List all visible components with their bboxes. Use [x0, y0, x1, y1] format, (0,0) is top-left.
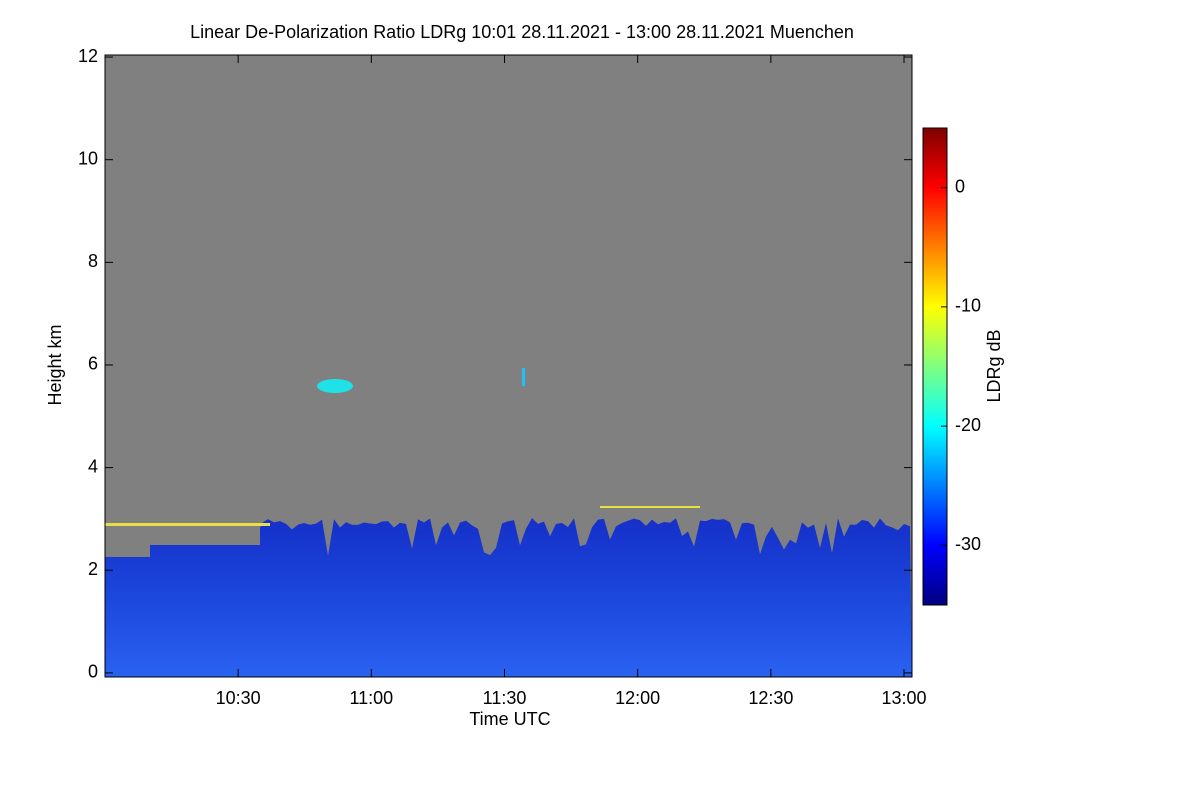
plot-frame	[104, 54, 913, 678]
colorbar	[922, 127, 948, 606]
x-tick-label: 11:30	[483, 688, 527, 708]
x-tick-label: 13:00	[881, 688, 926, 708]
y-tick-label: 12	[78, 46, 98, 66]
lidar-image	[105, 55, 912, 677]
colorbar-tick-label: -10	[955, 296, 981, 316]
x-tick-label: 12:30	[748, 688, 793, 708]
chart-title: Linear De-Polarization Ratio LDRg 10:01 …	[190, 22, 854, 42]
layer-streak	[105, 523, 270, 526]
colorbar-tick-label: 0	[955, 176, 965, 196]
colorbar-label: LDRg dB	[984, 329, 1004, 402]
backscatter-region	[105, 518, 912, 677]
x-axis-label: Time UTC	[469, 709, 550, 729]
y-axis-label: Height km	[45, 324, 65, 405]
x-tick-label: 12:00	[615, 688, 660, 708]
x-tick-label: 10:30	[216, 688, 261, 708]
y-tick-label: 8	[88, 251, 98, 271]
cloud-patch	[317, 379, 353, 393]
layer-streak	[600, 506, 700, 508]
cloud-patch	[522, 368, 525, 386]
y-tick-label: 10	[78, 148, 98, 168]
colorbar-tick-label: -20	[955, 415, 981, 435]
y-tick-label: 4	[88, 456, 98, 476]
y-tick-label: 0	[88, 662, 98, 682]
y-tick-label: 2	[88, 559, 98, 579]
colorbar-tick-label: -30	[955, 534, 981, 554]
y-tick-label: 6	[88, 354, 98, 374]
x-tick-label: 11:00	[349, 688, 393, 708]
